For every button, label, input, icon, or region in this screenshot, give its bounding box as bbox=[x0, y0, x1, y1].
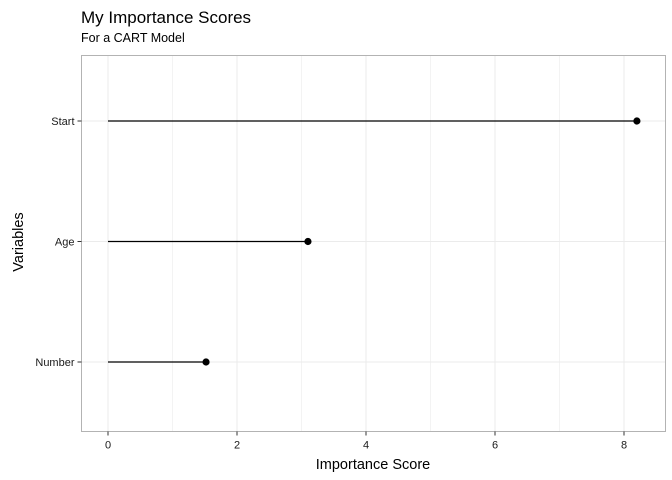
lollipop-point-age bbox=[304, 237, 312, 246]
chart-title: My Importance Scores bbox=[81, 8, 251, 27]
chart-marks bbox=[108, 117, 641, 366]
x-tick-label: 2 bbox=[234, 440, 240, 452]
panel-border bbox=[81, 55, 666, 432]
y-tick-label: Start bbox=[51, 116, 74, 128]
x-tick-label: 6 bbox=[492, 440, 498, 452]
chart-subtitle: For a CART Model bbox=[81, 31, 185, 45]
plot-panel bbox=[81, 55, 666, 432]
x-tick-label: 8 bbox=[621, 440, 627, 452]
y-axis-label: Variables bbox=[11, 212, 27, 271]
y-tick-label: Number bbox=[35, 357, 74, 369]
y-tick-label: Age bbox=[55, 237, 75, 249]
lollipop-point-start bbox=[633, 117, 641, 125]
x-axis-label: Importance Score bbox=[316, 457, 430, 473]
chart-axes: 0 2 4 6 8 Start Age Number bbox=[35, 116, 627, 452]
x-tick-label: 4 bbox=[363, 440, 369, 452]
x-tick-label: 0 bbox=[105, 440, 111, 452]
lollipop-point-number bbox=[202, 358, 210, 366]
